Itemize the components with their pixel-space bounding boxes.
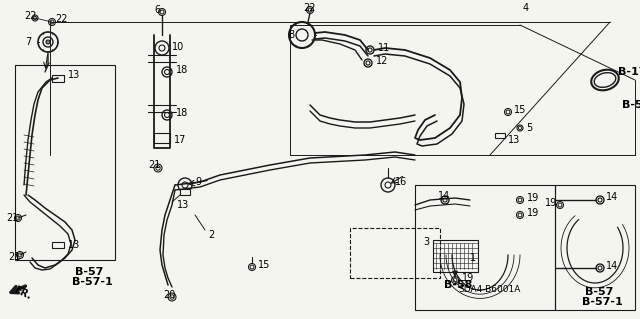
Text: B-58: B-58 (444, 280, 472, 290)
Text: 19: 19 (462, 273, 474, 283)
Text: 4: 4 (523, 3, 529, 13)
Text: FR.: FR. (12, 285, 33, 301)
Text: B-57: B-57 (585, 287, 613, 297)
Circle shape (453, 278, 457, 282)
Circle shape (46, 40, 50, 44)
Circle shape (518, 126, 522, 130)
Text: 14: 14 (606, 192, 618, 202)
Text: B-57-1: B-57-1 (582, 297, 623, 307)
Circle shape (250, 265, 254, 269)
Bar (52, 242, 64, 248)
Text: 6: 6 (154, 5, 160, 15)
Text: 21: 21 (6, 213, 19, 223)
Circle shape (506, 110, 510, 114)
Text: 10: 10 (172, 42, 184, 52)
Text: 11: 11 (378, 43, 390, 53)
Text: 20: 20 (163, 290, 175, 300)
Bar (154, 133, 170, 143)
Text: 5: 5 (526, 123, 532, 133)
Text: 19: 19 (527, 208, 540, 218)
Text: 1: 1 (470, 253, 476, 263)
Text: 19: 19 (545, 198, 557, 208)
Text: 13: 13 (68, 240, 80, 250)
Circle shape (170, 295, 174, 299)
Text: 18: 18 (176, 108, 188, 118)
Text: 15: 15 (514, 105, 526, 115)
Text: 13: 13 (177, 200, 189, 210)
Text: 22: 22 (303, 3, 316, 13)
Text: 16: 16 (395, 177, 407, 187)
Bar (52, 75, 64, 81)
Text: 14: 14 (606, 261, 618, 271)
Text: B-17-20: B-17-20 (618, 67, 640, 77)
Bar (433, 240, 478, 272)
Text: 14: 14 (438, 191, 451, 201)
Circle shape (160, 10, 164, 14)
Text: 2: 2 (208, 230, 214, 240)
Text: 21: 21 (8, 252, 20, 262)
Text: SDA4-B6001A: SDA4-B6001A (459, 286, 521, 294)
Bar (350, 228, 440, 278)
Circle shape (18, 253, 22, 257)
Circle shape (33, 16, 36, 20)
Text: 13: 13 (68, 70, 80, 80)
Circle shape (16, 216, 20, 220)
Text: 12: 12 (376, 56, 388, 66)
Circle shape (50, 20, 54, 24)
Text: 9: 9 (195, 177, 201, 187)
Bar (415, 185, 555, 310)
Text: 13: 13 (508, 135, 520, 145)
Circle shape (308, 8, 312, 12)
Bar (555, 185, 635, 310)
Text: B-57: B-57 (75, 267, 104, 277)
Circle shape (558, 203, 562, 207)
Text: 18: 18 (176, 65, 188, 75)
Text: 15: 15 (258, 260, 270, 270)
Text: 19: 19 (527, 193, 540, 203)
Text: 22: 22 (55, 14, 67, 24)
Text: 21: 21 (148, 160, 161, 170)
Text: 7: 7 (25, 37, 31, 47)
Text: 17: 17 (174, 135, 186, 145)
Text: B-57-1: B-57-1 (72, 277, 113, 287)
Text: 8: 8 (288, 30, 294, 40)
Circle shape (518, 198, 522, 202)
Bar (180, 189, 190, 195)
Bar (15, 65, 115, 260)
Text: B-58: B-58 (622, 100, 640, 110)
Bar (495, 132, 505, 137)
Text: 3: 3 (423, 237, 429, 247)
Circle shape (156, 166, 160, 170)
Circle shape (518, 213, 522, 217)
Text: 22: 22 (24, 11, 36, 21)
